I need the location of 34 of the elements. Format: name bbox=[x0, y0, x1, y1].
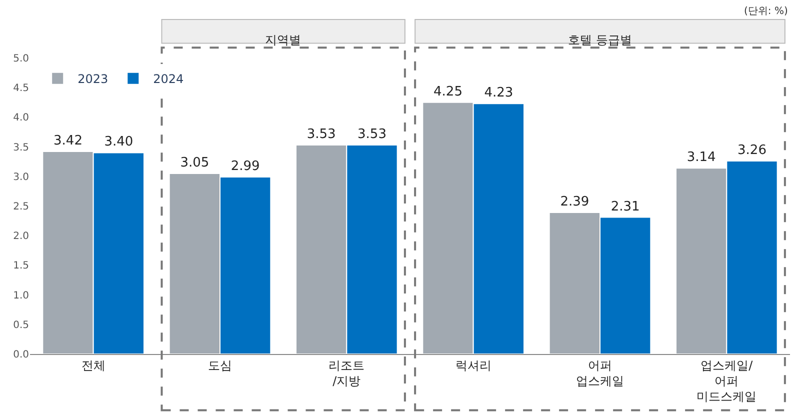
x-tick-label: 업스케일/ 어퍼 미드스케일 bbox=[696, 358, 757, 404]
y-tick-label: 2.5 bbox=[13, 202, 29, 212]
x-tick-label: 어퍼 업스케일 bbox=[576, 358, 624, 388]
text: 지역별 bbox=[265, 33, 301, 47]
data-label: 3.53 bbox=[306, 127, 336, 142]
data-label: 4.25 bbox=[434, 84, 462, 100]
y-tick-label: 0.5 bbox=[13, 320, 29, 331]
data-label: 2.39 bbox=[560, 194, 590, 210]
data-label: 3.14 bbox=[686, 150, 716, 166]
data-label: 3.05 bbox=[180, 155, 210, 170]
legend-label: 2023 bbox=[78, 72, 108, 86]
data-label: 3.42 bbox=[54, 134, 82, 149]
data-label: 3.53 bbox=[358, 127, 386, 142]
x-tick-label: 도심 bbox=[208, 358, 232, 372]
data-label: 2.31 bbox=[610, 199, 640, 214]
y-tick-label: 2.0 bbox=[13, 231, 29, 242]
data-label: 4.23 bbox=[484, 86, 514, 101]
data-label: 3.26 bbox=[738, 143, 766, 158]
text: 호텔 등급별 bbox=[568, 33, 632, 47]
y-tick-label: 0.0 bbox=[13, 350, 29, 360]
data-label: 2.99 bbox=[230, 158, 260, 174]
x-tick-label: 리조트 /지방 bbox=[328, 358, 365, 388]
y-tick-label: 1.5 bbox=[13, 260, 29, 272]
legend-label: 2024 bbox=[153, 72, 184, 86]
y-tick-label: 4.5 bbox=[13, 83, 29, 94]
y-tick-label: 3.5 bbox=[13, 142, 29, 154]
y-tick-label: 4.0 bbox=[13, 112, 29, 124]
y-tick-label: 1.0 bbox=[13, 290, 29, 302]
text: (단위: %) bbox=[744, 6, 788, 17]
x-tick-label: 럭셔리 bbox=[455, 358, 492, 372]
y-tick-label: 3.0 bbox=[13, 172, 29, 183]
data-label: 3.40 bbox=[104, 134, 134, 150]
y-tick-label: 5.0 bbox=[13, 54, 29, 64]
x-tick-label: 전체 bbox=[81, 358, 106, 372]
